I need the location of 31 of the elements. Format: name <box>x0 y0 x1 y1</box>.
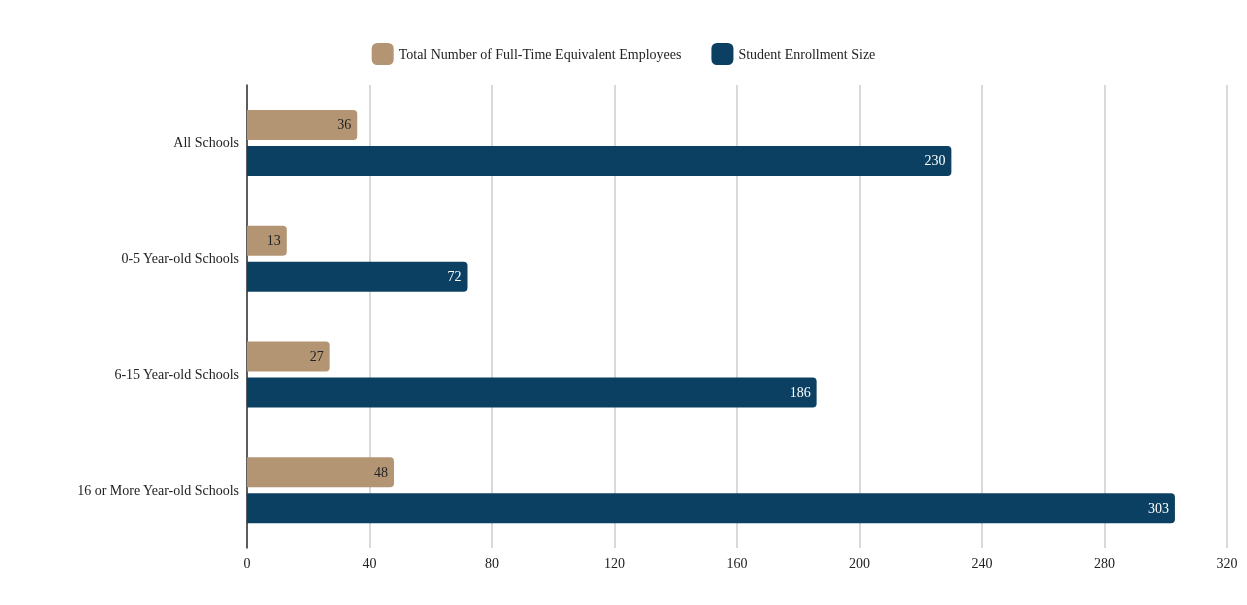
bar <box>247 261 468 292</box>
data-label: 303 <box>1147 500 1169 516</box>
data-label: 48 <box>374 464 388 480</box>
x-tick-label: 240 <box>971 555 993 571</box>
bar <box>247 341 330 372</box>
data-label: 13 <box>266 233 281 249</box>
data-label: 186 <box>789 384 811 400</box>
bar <box>247 377 817 408</box>
x-tick-label: 0 <box>243 555 251 571</box>
x-tick-label: 200 <box>849 555 870 571</box>
data-label: 27 <box>309 348 324 364</box>
y-tick-label: 16 or More Year-old Schools <box>77 482 239 498</box>
data-label: 36 <box>337 117 352 133</box>
y-tick-label: 0-5 Year-old Schools <box>121 251 239 267</box>
x-tick-label: 160 <box>726 555 748 571</box>
y-tick-label: All Schools <box>173 135 239 151</box>
bar <box>247 457 394 488</box>
bar <box>247 493 1175 524</box>
x-tick-label: 320 <box>1216 555 1238 571</box>
bar <box>247 109 358 140</box>
legend-label: Total Number of Full-Time Equivalent Employees <box>398 46 682 62</box>
legend-label: Student Enrollment Size <box>738 46 876 62</box>
y-tick-label: 6-15 Year-old Schools <box>114 366 239 382</box>
data-label: 230 <box>924 153 946 169</box>
x-tick-label: 40 <box>362 555 377 571</box>
bar <box>247 225 287 256</box>
x-tick-label: 280 <box>1094 555 1115 571</box>
x-tick-label: 80 <box>485 555 499 571</box>
bar <box>247 145 952 176</box>
data-label: 72 <box>447 269 462 285</box>
x-tick-label: 120 <box>604 555 625 571</box>
